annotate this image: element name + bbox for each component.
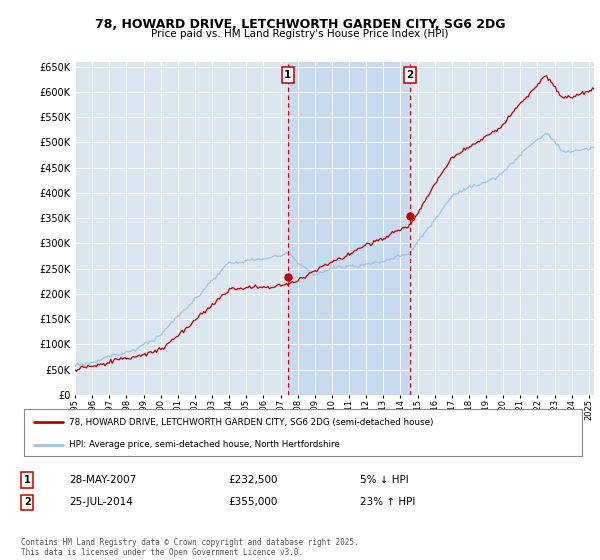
Text: 5% ↓ HPI: 5% ↓ HPI (360, 475, 409, 485)
Text: Contains HM Land Registry data © Crown copyright and database right 2025.
This d: Contains HM Land Registry data © Crown c… (21, 538, 359, 557)
Text: HPI: Average price, semi-detached house, North Hertfordshire: HPI: Average price, semi-detached house,… (68, 440, 340, 449)
Text: 2: 2 (406, 70, 413, 80)
Text: 1: 1 (24, 475, 31, 485)
Bar (288, 62, 410, 395)
Text: Price paid vs. HM Land Registry's House Price Index (HPI): Price paid vs. HM Land Registry's House … (151, 29, 449, 39)
Text: 1: 1 (284, 70, 292, 80)
Text: 78, HOWARD DRIVE, LETCHWORTH GARDEN CITY, SG6 2DG (semi-detached house): 78, HOWARD DRIVE, LETCHWORTH GARDEN CITY… (68, 418, 433, 427)
Text: £355,000: £355,000 (228, 497, 277, 507)
Text: 78, HOWARD DRIVE, LETCHWORTH GARDEN CITY, SG6 2DG: 78, HOWARD DRIVE, LETCHWORTH GARDEN CITY… (95, 18, 505, 31)
Text: 2: 2 (24, 497, 31, 507)
Text: 28-MAY-2007: 28-MAY-2007 (69, 475, 136, 485)
Text: 23% ↑ HPI: 23% ↑ HPI (360, 497, 415, 507)
Text: 25-JUL-2014: 25-JUL-2014 (69, 497, 133, 507)
Text: £232,500: £232,500 (228, 475, 277, 485)
